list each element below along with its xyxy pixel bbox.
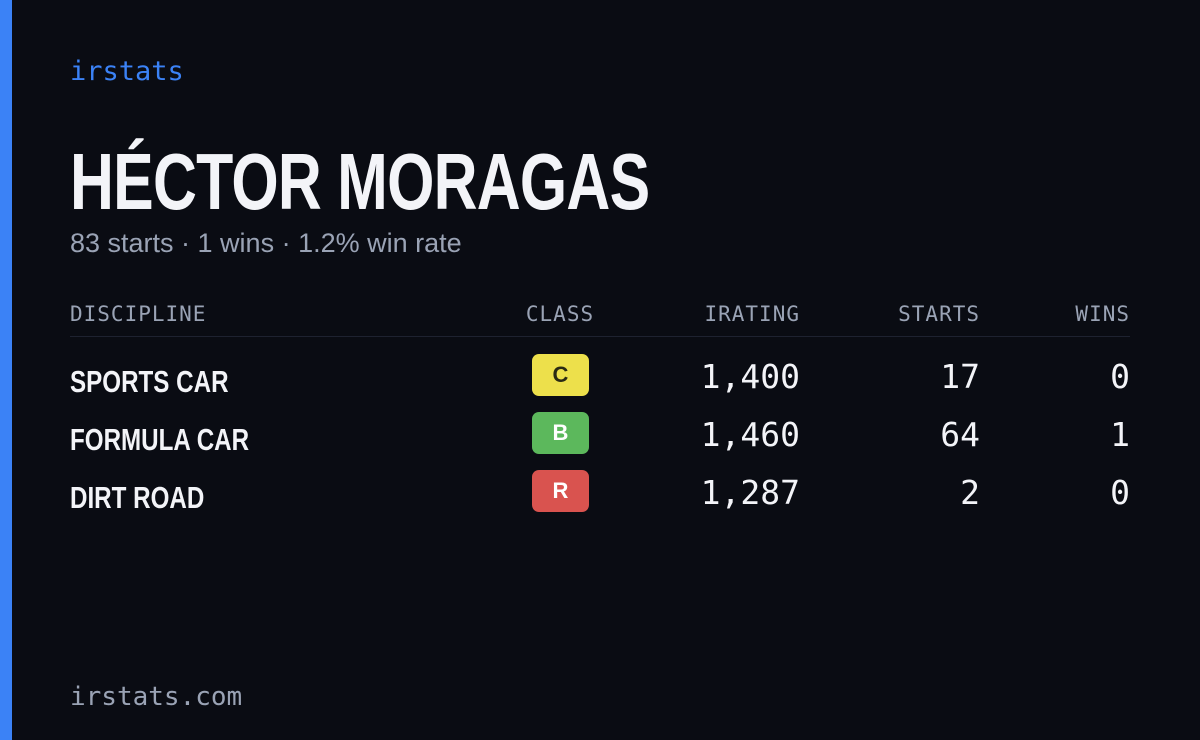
discipline: SPORTS CAR [70, 364, 229, 399]
irating: 1,287 [700, 473, 800, 512]
irating: 1,460 [700, 415, 800, 454]
discipline: DIRT ROAD [70, 480, 205, 515]
starts: 17 [940, 357, 980, 396]
starts: 2 [960, 473, 980, 512]
column-header: DISCIPLINE [70, 302, 207, 326]
column-header: WINS [1075, 302, 1130, 326]
wins: 1 [1110, 415, 1130, 454]
header-rule [70, 336, 1130, 337]
column-header: CLASS [525, 302, 595, 326]
discipline: FORMULA CAR [70, 422, 250, 457]
column-header: IRATING [704, 302, 800, 326]
wins: 0 [1110, 473, 1130, 512]
driver-name: HÉCTOR MORAGAS [70, 137, 650, 226]
class-badge: B [532, 412, 589, 454]
driver-summary: 83 starts · 1 wins · 1.2% win rate [70, 228, 462, 258]
accent-bar [0, 0, 12, 740]
irating: 1,400 [700, 357, 800, 396]
column-header: STARTS [898, 302, 980, 326]
class-badge: R [532, 470, 589, 512]
footer: irstats.com [70, 682, 243, 712]
starts: 64 [940, 415, 980, 454]
wins: 0 [1110, 357, 1130, 396]
brand: irstats [70, 56, 184, 87]
class-badge: C [532, 354, 589, 396]
